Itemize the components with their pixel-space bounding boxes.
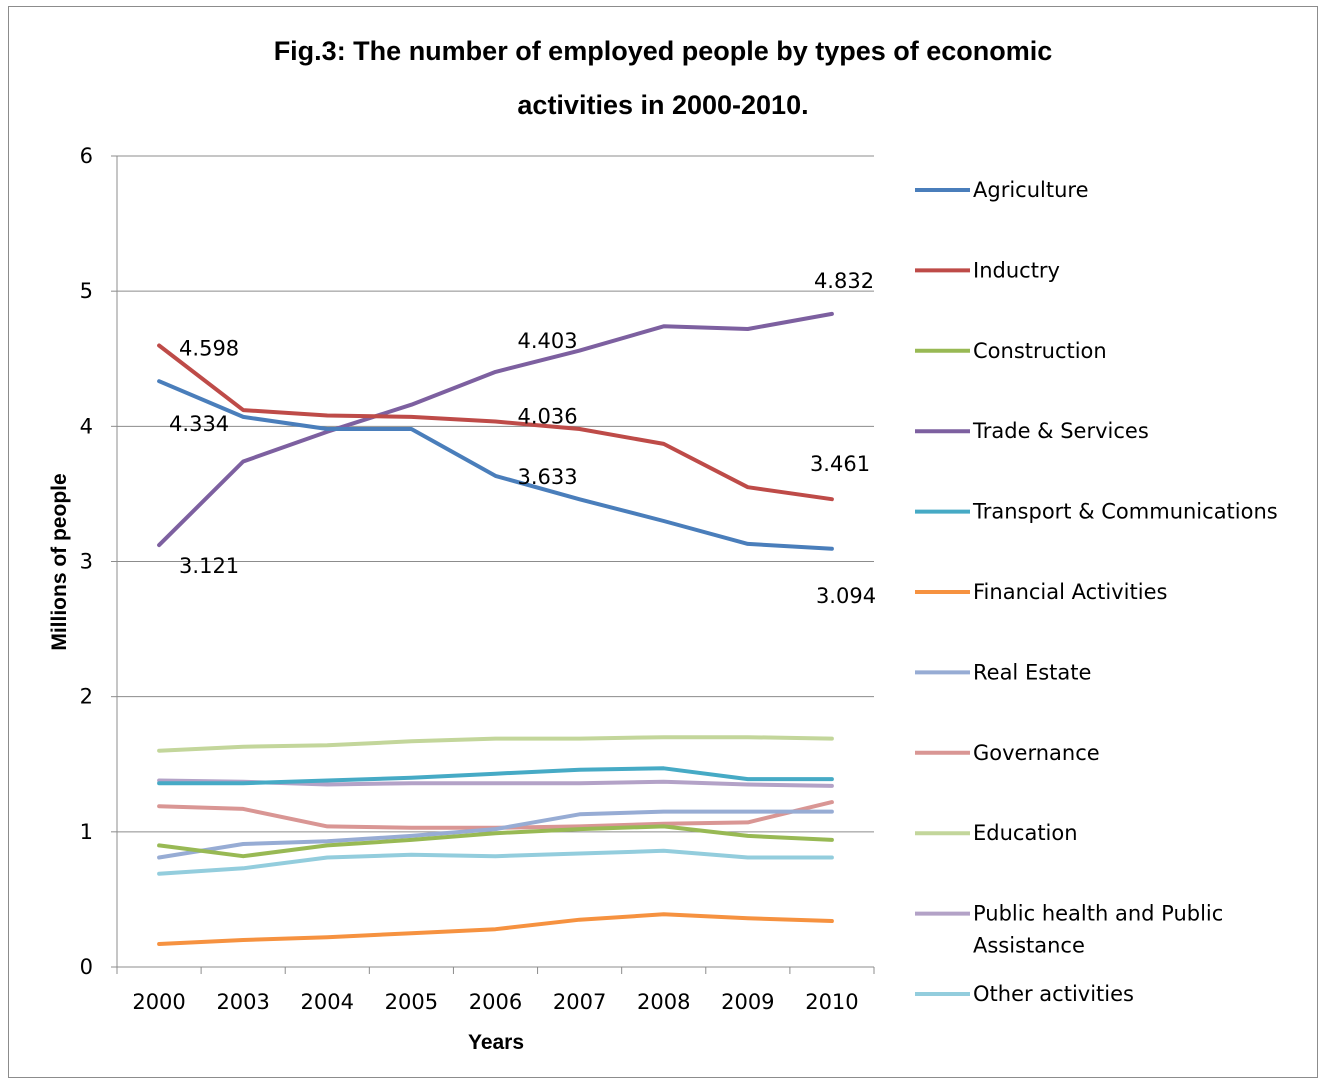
x-tick-label: 2003 <box>216 990 269 1014</box>
gridlines <box>117 155 874 833</box>
data-label: 4.403 <box>518 329 578 353</box>
series-lines <box>157 311 834 946</box>
data-labels: 4.598 4.334 3.121 4.403 4.036 3.633 4.832 3.461… <box>169 269 876 608</box>
legend-label: Governance <box>973 741 1100 765</box>
series-line-inductry <box>157 343 834 502</box>
y-axis-title: Millions of people <box>48 473 71 650</box>
chart-title-line-2: activities in 2000-2010. <box>517 90 809 120</box>
legend-label: Real Estate <box>973 660 1091 684</box>
chart-title: Fig.3: The number of employed people by … <box>0 24 1326 132</box>
legend: Agriculture Inductry Construction Trade & S… <box>915 178 1278 1006</box>
data-label: 4.036 <box>518 404 578 428</box>
series-line-trade-services <box>157 311 834 548</box>
chart-frame <box>8 6 1318 1078</box>
data-label: 4.598 <box>179 337 239 361</box>
y-tick-label: 2 <box>80 685 93 709</box>
x-tick-label: 2005 <box>385 990 438 1014</box>
x-tick-label: 2004 <box>301 990 354 1014</box>
y-tick-label: 0 <box>80 955 93 979</box>
legend-label: Inductry <box>973 258 1060 282</box>
x-tick-label: 2008 <box>637 990 690 1014</box>
x-tick-label: 2007 <box>553 990 606 1014</box>
series-line-governance <box>157 800 834 830</box>
legend-label: Trade & Services <box>972 419 1149 443</box>
legend-label: Public health and Public Assistance <box>973 902 1223 958</box>
y-tick-label: 6 <box>80 144 93 168</box>
y-tick-label: 4 <box>80 414 93 438</box>
legend-label: Construction <box>973 339 1107 363</box>
y-tick-label: 3 <box>80 550 93 574</box>
series-line-other-activities <box>157 848 834 876</box>
data-label: 3.633 <box>518 465 578 489</box>
legend-label: Financial Activities <box>973 580 1167 604</box>
x-tick-label: 2000 <box>132 990 185 1014</box>
series-line-education <box>157 735 834 753</box>
series-line-agriculture <box>157 379 834 551</box>
chart-title-line-1: Fig.3: The number of employed people by … <box>273 36 1053 66</box>
data-label: 4.832 <box>814 269 874 293</box>
data-label: 3.121 <box>179 554 239 578</box>
legend-label: Agriculture <box>973 178 1089 202</box>
axes: 0 1 2 3 4 5 6 2000 2003 2004 2005 2006 2007 2008 2009 2… <box>80 144 875 1014</box>
data-label: 4.334 <box>169 412 229 436</box>
series-line-financial-activities <box>157 912 834 946</box>
y-tick-label: 1 <box>80 820 93 844</box>
x-tick-label: 2009 <box>721 990 774 1014</box>
legend-label: Education <box>973 821 1078 845</box>
series-line-transport-communications <box>157 766 834 786</box>
series-line-real-estate <box>157 809 834 860</box>
y-tick-label: 5 <box>80 279 93 303</box>
legend-label: Other activities <box>973 982 1134 1006</box>
x-tick-label: 2010 <box>805 990 858 1014</box>
series-line-construction <box>157 824 834 859</box>
legend-label: Transport & Communications <box>972 500 1278 524</box>
data-label: 3.461 <box>810 452 870 476</box>
x-axis-title: Years <box>468 1031 524 1054</box>
x-tick-label: 2006 <box>469 990 522 1014</box>
data-label: 3.094 <box>816 584 876 608</box>
